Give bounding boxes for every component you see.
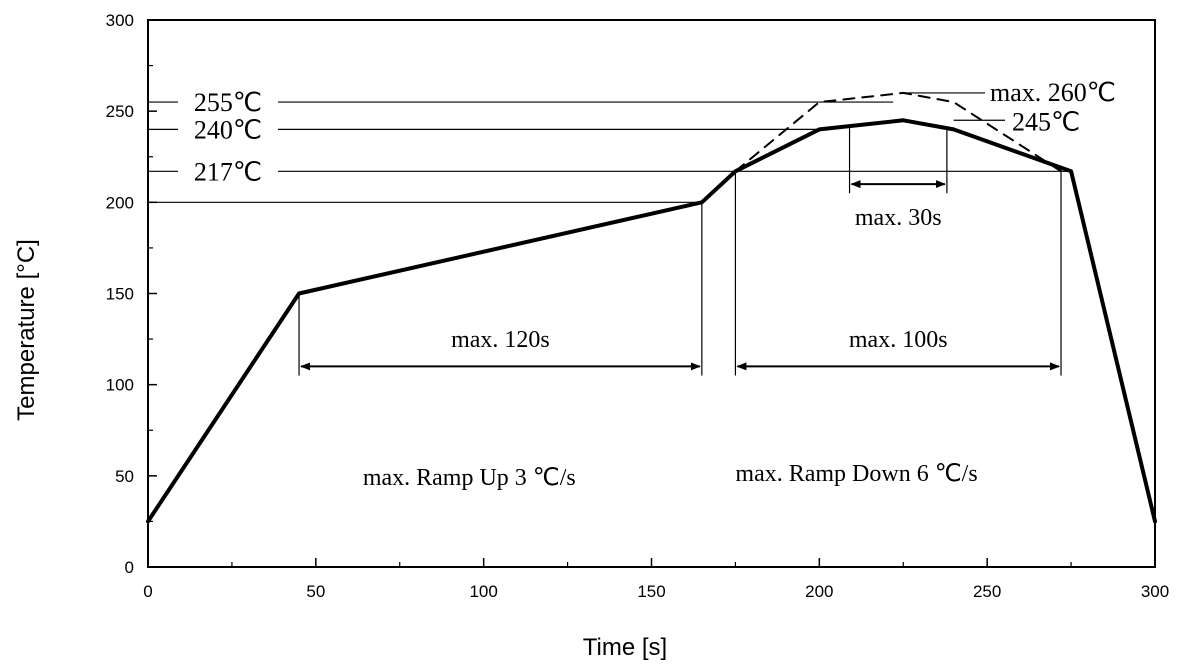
x-axis-title: Time [s]	[583, 634, 667, 661]
reference-line-label: 240℃	[194, 115, 262, 144]
interval-label: max. 30s	[855, 205, 942, 231]
ramp-annotation: max. Ramp Down 6 ℃/s	[735, 461, 977, 487]
x-tick-label: 300	[1141, 582, 1169, 601]
x-tick-label: 50	[306, 582, 325, 601]
x-tick-label: 150	[637, 582, 665, 601]
y-tick-label: 150	[106, 285, 134, 304]
peak-label: max. 260℃	[990, 78, 1116, 107]
y-axis-title: Temperature [°C]	[13, 239, 40, 421]
x-tick-label: 200	[805, 582, 833, 601]
x-tick-label: 0	[143, 582, 152, 601]
y-tick-label: 300	[106, 11, 134, 30]
x-tick-label: 250	[973, 582, 1001, 601]
y-tick-label: 200	[106, 193, 134, 212]
reference-line-label: 255℃	[194, 88, 262, 117]
reference-line-label: 217℃	[194, 157, 262, 186]
y-axis-ticks: 0 50 100 150 200 250 300	[106, 11, 157, 577]
y-tick-label: 100	[106, 376, 134, 395]
series-line-solid	[146, 118, 1157, 524]
peak-label: 245℃	[1012, 107, 1080, 136]
y-tick-label: 0	[125, 558, 134, 577]
y-tick-label: 250	[106, 102, 134, 121]
y-tick-label: 50	[115, 467, 134, 486]
x-axis-ticks: 0 50 100 150 200 250 300	[143, 558, 1169, 601]
x-tick-label: 100	[469, 582, 497, 601]
interval-label: max. 100s	[849, 327, 948, 353]
ramp-annotation: max. Ramp Up 3 ℃/s	[363, 465, 576, 491]
interval-label: max. 120s	[451, 327, 550, 353]
interval-markers: max. 120s max. 100s max. 30s	[298, 126, 1062, 376]
